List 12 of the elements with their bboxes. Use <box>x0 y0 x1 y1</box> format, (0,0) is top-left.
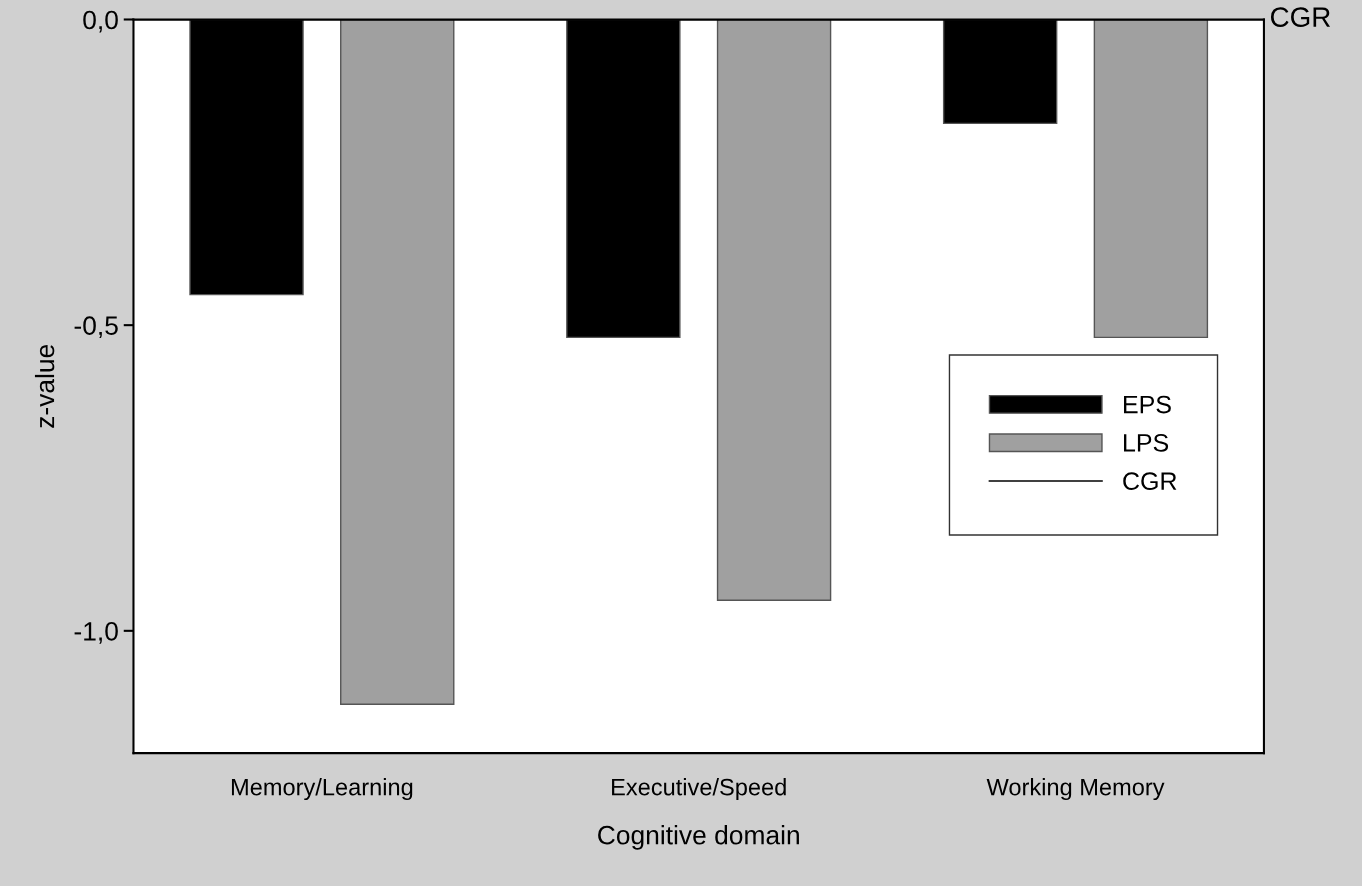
y-axis-title: z-value <box>34 344 55 428</box>
y-tick-label: -0,5 <box>74 316 118 339</box>
x-tick-label: Working Memory <box>986 778 1165 801</box>
text: CGR <box>1123 472 1177 490</box>
legend-label: EPS <box>1124 395 1171 414</box>
y-tick-label: -1,0 <box>74 621 118 644</box>
ref-line-label: CGR <box>1271 7 1331 27</box>
x-axis-title: Cognitive domain <box>598 825 799 850</box>
x-tick-label: Memory/Learning <box>231 778 413 801</box>
legend-label: LPS <box>1124 433 1169 452</box>
x-tick-label: Executive/Speed <box>612 778 786 801</box>
y-tick-label: 0,0 <box>83 10 118 33</box>
